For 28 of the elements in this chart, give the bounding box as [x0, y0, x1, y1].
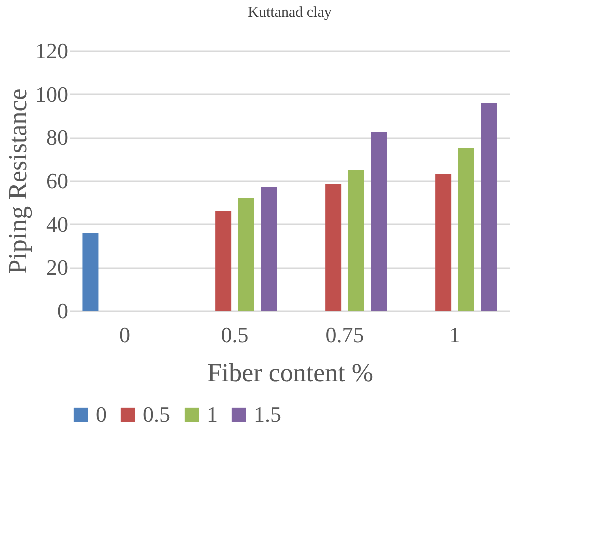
bar — [458, 148, 474, 311]
bar — [481, 103, 498, 311]
y-tick-label: 120 — [36, 38, 68, 64]
bar — [436, 174, 452, 311]
y-axis-title: Piping Resistance — [4, 88, 32, 274]
y-tick-label: 60 — [46, 168, 68, 194]
bar — [82, 233, 99, 311]
x-tick-label: 1 — [450, 322, 460, 348]
x-tick-label: 0.75 — [326, 322, 364, 348]
legend-label: 1.5 — [254, 402, 282, 427]
y-tick-label: 100 — [36, 82, 68, 107]
legend-label: 0.5 — [143, 402, 170, 427]
y-tick-label: 20 — [46, 255, 68, 280]
y-tick-label: 0 — [58, 298, 68, 324]
bar — [238, 198, 254, 311]
y-tick-label: 40 — [46, 212, 68, 237]
y-tick-label: 80 — [46, 125, 68, 150]
x-tick-label: 0 — [120, 322, 130, 348]
legend-label: 1 — [207, 402, 218, 427]
chart-title: Kuttanad clay — [248, 5, 332, 21]
bar — [326, 184, 342, 311]
legend-label: 0 — [96, 402, 107, 427]
bar — [261, 188, 278, 311]
x-tick-label: 0.5 — [221, 322, 249, 348]
x-axis-title: Fiber content % — [207, 358, 374, 388]
bar — [348, 170, 364, 311]
bar — [216, 211, 232, 311]
bar — [371, 132, 388, 311]
